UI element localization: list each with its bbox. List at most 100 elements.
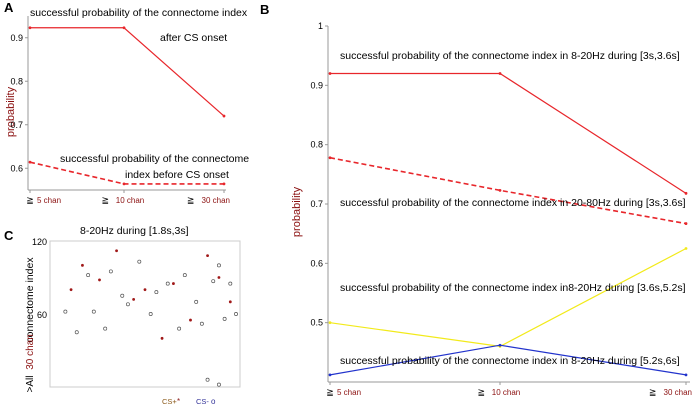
panel-c-frame xyxy=(49,240,241,388)
cs-minus-point xyxy=(199,321,204,326)
x-tick-label: 30 chan xyxy=(664,388,692,397)
cs-minus-point xyxy=(74,330,79,335)
cs-plus-point xyxy=(132,298,136,301)
cs-plus-point xyxy=(206,254,209,257)
data-point xyxy=(684,191,688,195)
panel-letter-c: C xyxy=(4,228,14,243)
cs-minus-point xyxy=(108,269,113,274)
cs-plus-point xyxy=(115,249,118,253)
panel-c-title: 8-20Hz during [1.8s,3s] xyxy=(80,225,189,237)
y-tick-label: 120 xyxy=(32,237,47,247)
y-tick-label: 60 xyxy=(37,310,47,320)
x-tick-label: 10 chan xyxy=(116,196,144,205)
legend-label: CS+ xyxy=(162,397,177,406)
data-point xyxy=(684,222,688,225)
panel-letter-b: B xyxy=(260,2,269,17)
panel-b-annotation-red: successful probability of the connectome… xyxy=(340,50,680,62)
x-tick-geq-symbol: ≧ xyxy=(326,387,334,397)
panel-c-y-label-symbol: >All xyxy=(25,376,36,393)
x-tick-label: 5 chan xyxy=(37,196,61,205)
cs-minus-point xyxy=(125,302,130,307)
cs-minus-point xyxy=(194,299,199,304)
panel-b-annotation-blue: successful probability of the connectome… xyxy=(340,355,680,367)
data-point xyxy=(328,373,332,377)
cs-minus-point xyxy=(216,382,221,387)
panel-b-annotation-red-dashed: successful probability of the connectome… xyxy=(340,197,686,209)
series-line xyxy=(329,247,687,348)
panel-a-annotation-top: successful probability of the connectome… xyxy=(30,7,248,19)
panel-a-y-label: probability xyxy=(5,86,17,137)
data-point xyxy=(28,160,32,164)
cs-minus-point xyxy=(148,312,153,316)
panel-c-chart: 8-20Hz during [1.8s,3s] connectome index… xyxy=(24,225,241,406)
data-point xyxy=(498,72,502,75)
cs-minus-point xyxy=(234,312,238,316)
cs-plus-point xyxy=(81,263,84,267)
y-tick-label: 0.7 xyxy=(310,199,323,209)
cs-plus-point xyxy=(217,276,221,279)
y-tick-label: 0.8 xyxy=(310,140,323,150)
data-point xyxy=(498,188,502,192)
data-point xyxy=(328,156,332,160)
panel-letter-a: A xyxy=(4,0,14,15)
cs-minus-point xyxy=(205,377,210,382)
panel-c-y-label-chan: 30 chan xyxy=(25,334,36,370)
cs-minus-point xyxy=(103,326,108,331)
cs-plus-point xyxy=(143,288,147,292)
x-tick-label: 10 chan xyxy=(492,388,520,397)
cs-minus-point xyxy=(63,309,68,314)
data-point xyxy=(684,373,688,377)
y-tick-label: 0.6 xyxy=(310,258,323,268)
data-point xyxy=(222,114,226,118)
cs-plus-point xyxy=(172,282,175,285)
y-tick-label: 0.9 xyxy=(10,33,23,43)
cs-plus-point xyxy=(189,318,192,322)
cs-minus-point xyxy=(120,293,125,298)
y-tick-label: 0.6 xyxy=(10,163,23,173)
y-tick-label: 0.9 xyxy=(310,80,323,90)
cs-minus-point xyxy=(137,259,142,264)
data-point xyxy=(122,26,126,30)
y-tick-label: 0.8 xyxy=(10,76,23,86)
y-tick-label: 0.7 xyxy=(10,120,23,130)
panel-a-annotation-before-2: index before CS onset xyxy=(125,169,229,181)
x-tick-geq-symbol: ≧ xyxy=(102,195,110,205)
x-tick-geq-symbol: ≧ xyxy=(187,195,195,205)
x-tick-geq-symbol: ≧ xyxy=(649,387,657,397)
panel-b-y-label: probability xyxy=(291,186,303,237)
cs-minus-point xyxy=(222,316,227,321)
cs-minus-point xyxy=(182,273,187,278)
series-line xyxy=(330,72,687,194)
panel-a-chart: probability 0.60.70.80.9 5 chan≧ 10 chan≧… xyxy=(5,7,249,205)
y-tick-label: 1 xyxy=(318,21,323,31)
series-line xyxy=(329,156,687,225)
legend-label: CS- xyxy=(196,397,209,406)
legend-marker: o xyxy=(211,397,216,406)
panel-b-chart: probability 0.50.60.70.80.91 5 chan≧ 10 c… xyxy=(291,21,692,397)
cs-minus-point xyxy=(211,279,216,284)
panel-a-annotation-before-1: successful probability of the connectome xyxy=(60,153,249,165)
panel-c-y-label: connectome index xyxy=(24,257,36,343)
cs-minus-point xyxy=(177,326,182,331)
panel-a-annotation-after: after CS onset xyxy=(160,32,227,44)
cs-minus-point xyxy=(154,290,159,295)
data-point xyxy=(684,247,688,250)
legend-marker: * xyxy=(177,397,180,406)
cs-minus-point xyxy=(216,263,221,268)
cs-minus-point xyxy=(228,281,233,286)
cs-minus-point xyxy=(165,281,170,286)
cs-plus-point xyxy=(98,278,101,282)
x-tick-label: 5 chan xyxy=(337,388,361,397)
panel-b-annotation-yellow: successful probability of the connectome… xyxy=(340,282,686,294)
x-tick-geq-symbol: ≧ xyxy=(478,387,486,397)
data-point xyxy=(222,182,226,186)
cs-plus-point xyxy=(160,336,164,340)
data-point xyxy=(122,182,126,186)
x-tick-label: 30 chan xyxy=(202,196,230,205)
y-tick-label: 0.5 xyxy=(310,318,323,328)
data-point xyxy=(498,343,502,347)
cs-minus-point xyxy=(91,309,96,314)
data-point xyxy=(328,321,332,325)
x-tick-geq-symbol: ≧ xyxy=(26,195,34,205)
